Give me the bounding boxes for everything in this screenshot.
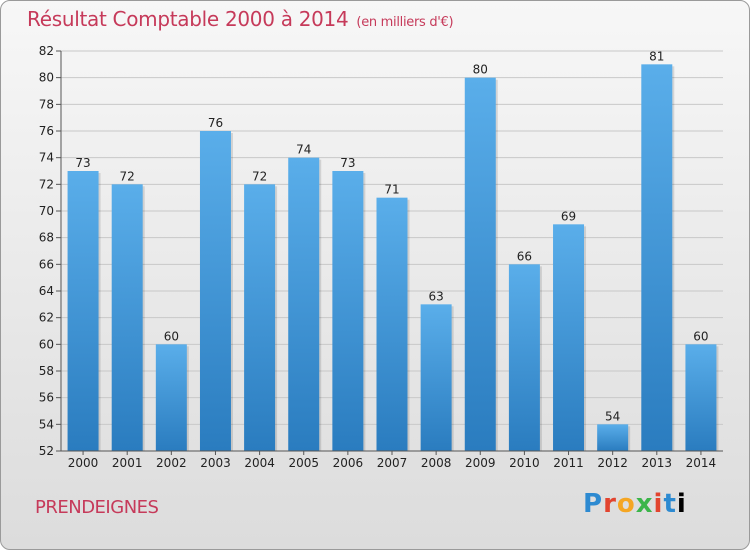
x-tick-label: 2006 bbox=[333, 456, 364, 470]
x-tick-label: 2002 bbox=[156, 456, 187, 470]
commune-name: PRENDEIGNES bbox=[35, 497, 159, 518]
x-tick-label: 2008 bbox=[421, 456, 452, 470]
logo-letter: i bbox=[676, 489, 687, 519]
y-tick-label: 80 bbox=[39, 71, 54, 85]
y-tick-label: 52 bbox=[39, 444, 54, 458]
bar bbox=[332, 171, 364, 451]
logo-letter: P bbox=[583, 489, 604, 519]
y-tick-label: 78 bbox=[39, 97, 54, 111]
bar-value-label: 72 bbox=[252, 169, 267, 183]
bar-value-label: 76 bbox=[208, 116, 223, 130]
y-tick-label: 72 bbox=[39, 177, 54, 191]
bar-value-label: 74 bbox=[296, 143, 311, 157]
y-tick-label: 70 bbox=[39, 204, 54, 218]
y-tick-label: 56 bbox=[39, 391, 54, 405]
y-tick-label: 82 bbox=[39, 44, 54, 58]
logo-letter: o bbox=[616, 489, 636, 519]
y-tick-label: 74 bbox=[39, 151, 54, 165]
bar-value-label: 80 bbox=[473, 63, 488, 77]
x-tick-label: 2005 bbox=[288, 456, 319, 470]
bar-value-label: 63 bbox=[428, 289, 443, 303]
y-tick-label: 66 bbox=[39, 257, 54, 271]
x-tick-label: 2013 bbox=[642, 456, 673, 470]
x-tick-label: 2004 bbox=[244, 456, 275, 470]
bar bbox=[288, 157, 320, 451]
logo-letter: i bbox=[653, 489, 664, 519]
bar-value-label: 60 bbox=[693, 329, 708, 343]
y-tick-label: 54 bbox=[39, 417, 54, 431]
bar-value-label: 73 bbox=[75, 156, 90, 170]
bar-value-label: 73 bbox=[340, 156, 355, 170]
bar-value-label: 71 bbox=[384, 183, 399, 197]
x-tick-label: 2010 bbox=[509, 456, 540, 470]
proxiti-logo: Proxiti bbox=[583, 489, 687, 519]
x-tick-label: 2012 bbox=[597, 456, 628, 470]
axes bbox=[56, 50, 723, 455]
bar-value-label: 81 bbox=[649, 49, 664, 63]
bar bbox=[508, 264, 540, 451]
bar-value-label: 69 bbox=[561, 209, 576, 223]
bar-value-label: 54 bbox=[605, 409, 620, 423]
bar bbox=[67, 171, 99, 451]
x-tick-label: 2011 bbox=[553, 456, 584, 470]
x-tick-label: 2001 bbox=[112, 456, 143, 470]
x-tick-label: 2003 bbox=[200, 456, 231, 470]
x-tick-label: 2009 bbox=[465, 456, 496, 470]
bar bbox=[597, 424, 629, 451]
y-tick-label: 58 bbox=[39, 364, 54, 378]
labels: 52 54 56 58 60 62 64 66 68 70 72 74 76 78 80 82 73 2000 72… bbox=[39, 44, 716, 470]
bar bbox=[641, 64, 673, 452]
bar-value-label: 60 bbox=[164, 329, 179, 343]
bar bbox=[199, 131, 231, 451]
y-tick-label: 76 bbox=[39, 124, 54, 138]
bar bbox=[244, 184, 276, 452]
bar bbox=[155, 344, 187, 451]
bars bbox=[67, 64, 719, 452]
x-tick-label: 2014 bbox=[686, 456, 717, 470]
bar bbox=[553, 224, 585, 451]
bar-value-label: 72 bbox=[120, 169, 135, 183]
bar bbox=[685, 344, 717, 451]
x-tick-label: 2000 bbox=[68, 456, 99, 470]
logo-letter: t bbox=[663, 489, 677, 519]
chart-title: Résultat Comptable 2000 à 2014 (en millie… bbox=[27, 7, 454, 31]
chart-subtitle: (en milliers d'€) bbox=[356, 15, 454, 30]
bar bbox=[420, 304, 452, 451]
logo-letter: r bbox=[603, 489, 617, 519]
y-tick-label: 62 bbox=[39, 311, 54, 325]
bar-value-label: 66 bbox=[517, 249, 532, 263]
bar bbox=[464, 77, 496, 452]
chart-title-text: Résultat Comptable 2000 à 2014 bbox=[27, 7, 349, 31]
bar bbox=[111, 184, 143, 452]
x-tick-label: 2007 bbox=[377, 456, 408, 470]
bar bbox=[376, 197, 408, 451]
logo-letter: x bbox=[635, 489, 654, 519]
y-tick-label: 64 bbox=[39, 284, 54, 298]
y-tick-label: 60 bbox=[39, 337, 54, 351]
y-tick-label: 68 bbox=[39, 231, 54, 245]
